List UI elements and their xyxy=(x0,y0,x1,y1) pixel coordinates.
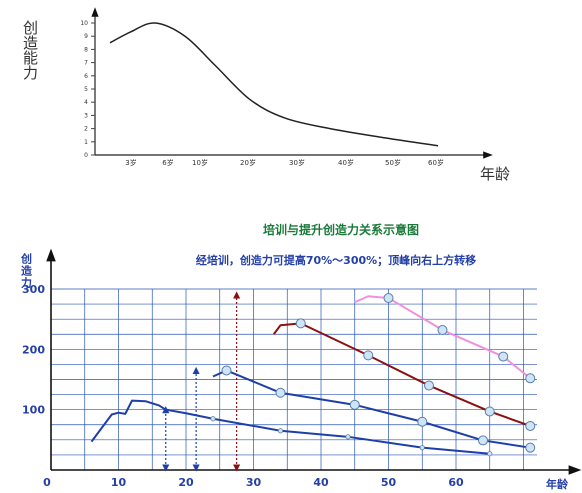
data-point xyxy=(525,373,536,384)
data-point xyxy=(221,365,232,376)
data-point xyxy=(349,399,360,410)
bottom-x-axis-label: 年龄 xyxy=(546,477,569,491)
data-point xyxy=(498,351,509,362)
data-point xyxy=(417,416,428,427)
top-y-tick-label: 10 xyxy=(80,20,88,27)
data-point xyxy=(525,420,536,431)
bottom-y-tick-label: 100 xyxy=(22,404,45,417)
top-x-tick-label: 50岁 xyxy=(385,158,401,167)
bottom-x-tick-label: 20 xyxy=(178,476,194,489)
bottom-y-tick-label: 200 xyxy=(22,343,45,356)
series-line-0 xyxy=(90,399,490,455)
top-x-tick-label: 3岁 xyxy=(125,158,136,167)
top-x-tick-label: 30岁 xyxy=(289,158,305,167)
top-y-tick-label: 5 xyxy=(84,86,88,93)
data-point xyxy=(295,318,306,329)
top-y-tick-label: 9 xyxy=(84,33,88,40)
top-y-tick-label: 8 xyxy=(84,46,88,53)
bottom-series xyxy=(90,295,531,455)
top-x-tick-label: 20岁 xyxy=(240,158,256,167)
bottom-x-ticks: 0 10 20 30 40 50 60 xyxy=(43,476,464,489)
bottom-grid xyxy=(51,288,537,470)
top-y-ticks: 0 1 2 3 4 5 6 7 8 9 10 xyxy=(80,20,95,159)
top-y-tick-label: 0 xyxy=(84,152,88,159)
data-point xyxy=(363,350,374,361)
data-point xyxy=(478,435,488,446)
top-x-tick-label: 10岁 xyxy=(192,158,208,167)
bottom-markers xyxy=(210,293,536,457)
top-y-tick-label: 2 xyxy=(84,126,88,133)
data-point xyxy=(383,293,394,304)
top-y-tick-label: 3 xyxy=(84,112,88,119)
bottom-x-tick-label: 60 xyxy=(448,476,464,489)
bottom-y-axis-label: 创造力 xyxy=(20,252,34,289)
data-point-small xyxy=(210,416,216,422)
bottom-x-tick-label: 10 xyxy=(111,476,127,489)
top-y-tick-label: 4 xyxy=(84,99,88,106)
data-point xyxy=(275,387,286,398)
bottom-chart-subtitle: 经培训，创造力可提高70%～300%；顶峰向右上方转移 xyxy=(196,253,476,267)
bottom-x-tick-label: 30 xyxy=(246,476,262,489)
bottom-y-ticks: 100 200 300 xyxy=(22,283,45,417)
bottom-chart: 培训与提升创造力关系示意图 经培训，创造力可提高70%～300%；顶峰向右上方转… xyxy=(20,222,582,491)
data-point-small xyxy=(419,445,425,451)
top-y-tick-label: 7 xyxy=(84,60,88,67)
bottom-x-tick-label: 50 xyxy=(381,476,397,489)
data-point-small xyxy=(345,434,351,440)
top-curve xyxy=(109,22,439,147)
top-y-tick-label: 6 xyxy=(84,73,88,80)
top-chart: 0 1 2 3 4 5 6 7 8 9 10 3岁 6岁 10岁 20岁 30岁 40岁 50岁 60岁 创造能力… xyxy=(21,7,510,183)
top-x-tick-label: 60岁 xyxy=(428,158,444,167)
top-x-tick-label: 40岁 xyxy=(338,158,354,167)
bottom-x-tick-label: 0 xyxy=(43,476,51,489)
bottom-x-tick-label: 40 xyxy=(313,476,329,489)
data-point xyxy=(525,442,536,453)
data-point xyxy=(424,380,434,391)
top-x-axis-label: 年龄 xyxy=(480,165,510,183)
top-x-tick-label: 6岁 xyxy=(162,158,173,167)
top-y-tick-label: 1 xyxy=(84,139,88,146)
top-y-axis-label: 创造能力 xyxy=(21,20,39,81)
bottom-arrows xyxy=(162,291,241,472)
data-point xyxy=(437,325,448,336)
data-point-small xyxy=(277,428,284,434)
series-line-3 xyxy=(354,295,531,380)
top-x-ticks: 3岁 6岁 10岁 20岁 30岁 40岁 50岁 60岁 xyxy=(125,158,444,167)
bottom-chart-title: 培训与提升创造力关系示意图 xyxy=(263,222,419,237)
data-point xyxy=(484,406,495,417)
data-point-small xyxy=(487,451,493,457)
bottom-y-tick-label: 300 xyxy=(22,283,45,296)
